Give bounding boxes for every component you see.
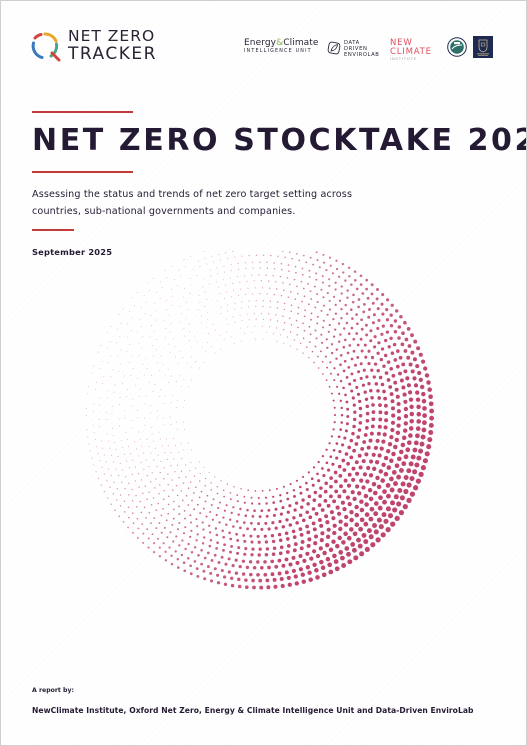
dde-line-2: DRIVEN (344, 45, 368, 52)
data-driven-envirolab-logo: DATA DRIVEN ENVIROLAB (327, 40, 380, 59)
eciu-name-b: Climate (283, 38, 319, 48)
newclimate-institute-logo: NEW CLIMATE INSTITUTE (390, 39, 432, 61)
title-top-rule (32, 111, 133, 113)
report-subtitle: Assessing the status and trends of net z… (32, 189, 353, 217)
university-of-oxford-crest-icon (473, 36, 493, 58)
leaf-icon (327, 41, 341, 55)
nci-line-2: CLIMATE (390, 46, 432, 57)
report-title: NET ZERO STOCKTAKE 2025 (32, 123, 527, 158)
dotted-ring-graphic (85, 251, 435, 590)
eciu-amp: & (276, 38, 284, 48)
oxford-net-zero-seal-icon (447, 37, 467, 57)
dde-line-1: DATA (344, 40, 360, 46)
eciu-name-a: Energy (244, 38, 277, 48)
eciu-logo: Energy&Climate INTELLIGENCE UNIT (244, 39, 319, 55)
publication-date: September 2025 (32, 247, 113, 257)
net-zero-tracker-logo: NET ZERO TRACKER (29, 27, 157, 64)
magnifier-ring-icon (31, 32, 61, 62)
eciu-subtitle: INTELLIGENCE UNIT (244, 49, 312, 54)
nci-line-3: INSTITUTE (390, 56, 417, 61)
report-authors: NewClimate Institute, Oxford Net Zero, E… (32, 706, 474, 715)
title-bottom-rule (32, 171, 133, 173)
nci-line-1: NEW (390, 38, 413, 48)
dde-line-3: ENVIROLAB (344, 51, 380, 58)
report-by-label: A report by: (32, 687, 74, 694)
date-rule (32, 229, 74, 231)
logo-line-tracker: TRACKER (68, 43, 157, 64)
logo-line-net-zero: NET ZERO (68, 27, 156, 45)
